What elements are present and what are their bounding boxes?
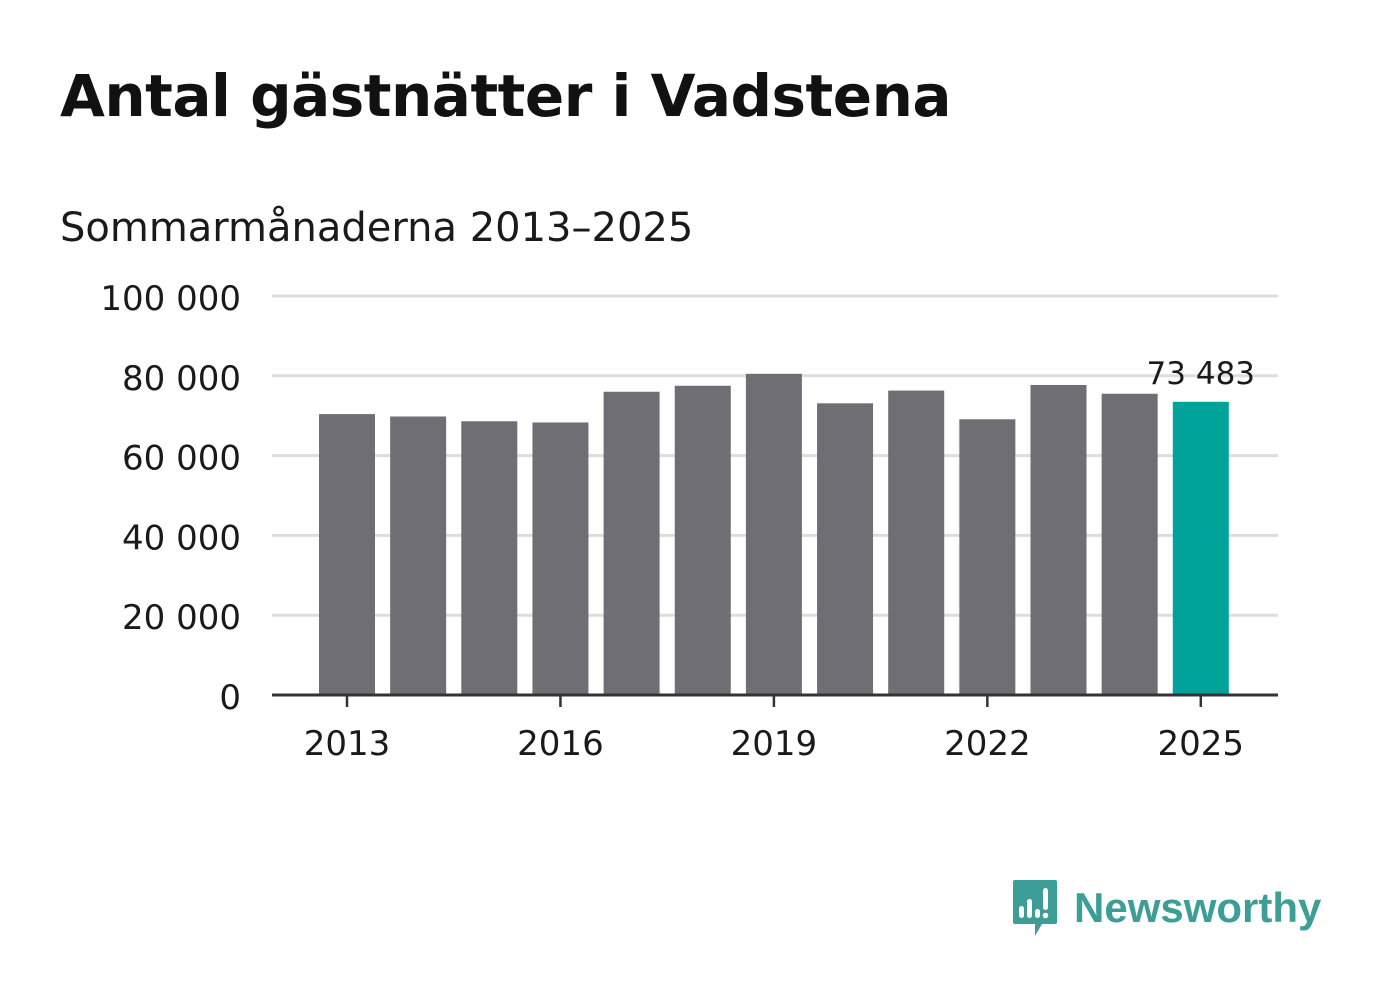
x-tick-label: 2022 [944, 724, 1031, 764]
y-tick-label: 80 000 [122, 359, 241, 399]
bar-highlight [1172, 401, 1229, 695]
bar [461, 421, 518, 695]
bar [959, 419, 1016, 695]
y-tick-label: 100 000 [100, 279, 241, 319]
bar [888, 390, 945, 695]
bar [674, 385, 731, 695]
brand-name: Newsworthy [1074, 884, 1322, 931]
newsworthy-logo: Newsworthy [1010, 878, 1321, 938]
y-tick-label: 60 000 [122, 439, 241, 479]
bar [319, 414, 375, 695]
bar [817, 403, 874, 695]
bar [1030, 384, 1087, 695]
y-tick-label: 20 000 [122, 598, 241, 638]
y-tick-label: 0 [219, 678, 241, 718]
data-label: 73 483 [1147, 356, 1255, 392]
bar [390, 416, 447, 695]
chart-subtitle: Sommarmånaderna 2013–2025 [60, 205, 694, 251]
bar [603, 391, 660, 695]
y-tick-label: 40 000 [122, 518, 241, 558]
bar [532, 422, 589, 695]
bar-chart-speech-bubble-icon [1013, 880, 1057, 936]
bar [1101, 393, 1158, 695]
x-tick-label: 2025 [1158, 724, 1245, 764]
x-tick-label: 2019 [731, 724, 818, 764]
bar [745, 373, 802, 695]
x-tick-label: 2013 [304, 724, 391, 764]
chart-title: Antal gästnätter i Vadstena [60, 62, 952, 130]
x-tick-label: 2016 [517, 724, 604, 764]
